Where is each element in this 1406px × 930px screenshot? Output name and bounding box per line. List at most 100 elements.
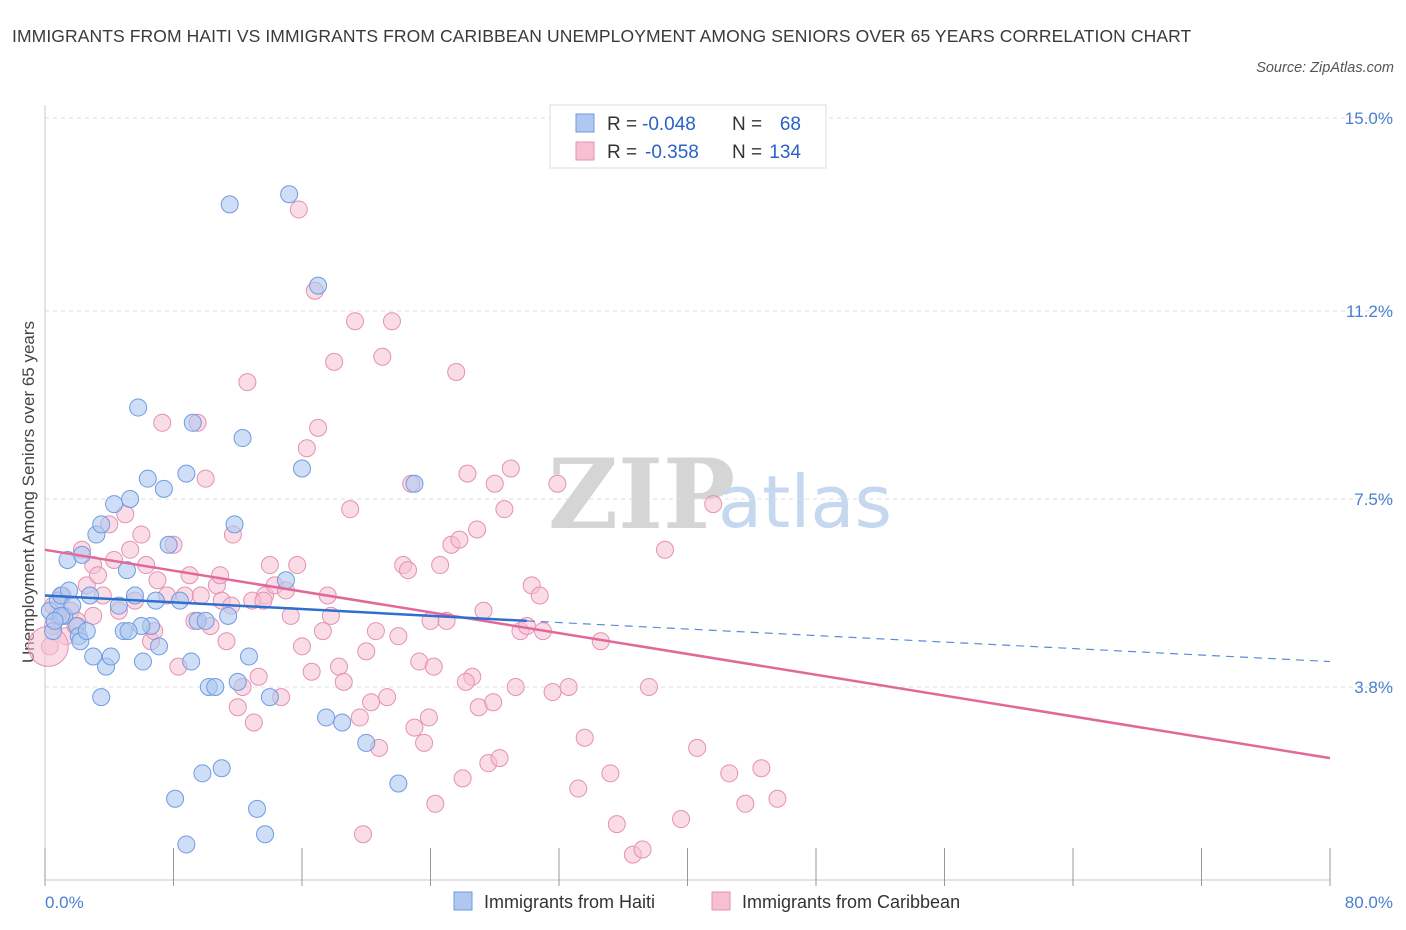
caribbean-point — [484, 693, 503, 712]
chart-title: IMMIGRANTS FROM HAITI VS IMMIGRANTS FROM… — [12, 26, 1192, 46]
source-credit: Source: ZipAtlas.com — [1256, 60, 1394, 76]
haiti-point — [225, 515, 244, 534]
caribbean-point — [228, 698, 247, 717]
haiti-point — [333, 713, 352, 732]
bottom-legend-caribbean: Immigrants from Caribbean — [742, 892, 960, 912]
bottom-legend-swatch-haiti — [453, 891, 473, 911]
trend-lines — [44, 548, 1331, 760]
bottom-legend-haiti: Immigrants from Haiti — [484, 892, 655, 912]
legend-haiti-n-value: 68 — [780, 114, 801, 135]
caribbean-point — [458, 464, 477, 483]
watermark-zip: ZIP — [548, 438, 735, 551]
caribbean-point — [350, 708, 369, 727]
caribbean-point — [293, 637, 311, 656]
haiti-point — [212, 759, 231, 778]
haiti-point — [170, 591, 189, 610]
y-tick-label: 11.2% — [1346, 302, 1393, 321]
haiti-point — [239, 647, 258, 666]
caribbean-point — [405, 718, 424, 737]
caribbean-point — [485, 474, 504, 493]
caribbean-point — [752, 759, 771, 778]
haiti-point — [138, 469, 157, 488]
caribbean-point — [366, 622, 385, 641]
caribbean-point — [447, 363, 466, 381]
haiti-trend-line-extension — [526, 620, 1331, 663]
caribbean-point — [357, 642, 376, 661]
caribbean-point — [456, 672, 475, 691]
caribbean-point — [688, 738, 707, 757]
caribbean-point — [89, 566, 108, 585]
haiti-point — [77, 622, 96, 641]
haiti-point — [389, 774, 408, 793]
caribbean-point — [196, 469, 215, 488]
caribbean-point — [736, 794, 755, 813]
caribbean-point — [453, 769, 472, 788]
legend-carib-n-label: N = — [732, 142, 762, 163]
caribbean-point — [704, 495, 723, 514]
caribbean-point — [399, 561, 418, 580]
y-tick-label: 7.5% — [1354, 490, 1393, 509]
haiti-point — [45, 611, 64, 630]
y-axis-label: Unemployment Among Seniors over 65 years — [19, 321, 38, 663]
haiti-point — [280, 185, 299, 204]
haiti-point — [133, 652, 152, 671]
caribbean-point — [720, 764, 739, 783]
haiti-point — [357, 733, 376, 752]
stats-legend: R = -0.048 N = 68 R = -0.358 N = 134 — [549, 104, 827, 169]
caribbean-point — [672, 810, 691, 829]
caribbean-point — [378, 688, 397, 707]
caribbean-point — [325, 352, 344, 371]
caribbean-point — [506, 677, 525, 696]
caribbean-point — [601, 764, 620, 783]
legend-haiti-n-label: N = — [732, 114, 762, 135]
legend-swatch-haiti — [575, 113, 595, 133]
caribbean-point — [382, 312, 401, 331]
legend-carib-r-value: -0.358 — [645, 142, 699, 163]
haiti-point — [166, 789, 185, 808]
haiti-point — [119, 622, 138, 641]
haiti-point — [80, 586, 99, 605]
y-tick-label: 15.0% — [1345, 109, 1393, 128]
haiti-point — [219, 606, 238, 625]
caribbean-point — [249, 667, 268, 686]
caribbean-point — [450, 530, 469, 549]
caribbean-point — [468, 520, 487, 539]
legend-carib-r-label: R = — [607, 142, 637, 163]
caribbean-point — [288, 556, 307, 575]
caribbean-point — [148, 571, 167, 590]
caribbean-point — [362, 693, 381, 712]
haiti-point — [317, 708, 336, 727]
haiti-point — [92, 515, 111, 534]
haiti-point — [309, 276, 328, 295]
caribbean-point — [354, 825, 373, 844]
caribbean-point — [84, 606, 103, 625]
caribbean-point — [431, 556, 450, 575]
caribbean-point — [211, 566, 230, 585]
y-tick-label: 3.8% — [1354, 678, 1393, 697]
haiti-point — [260, 688, 279, 707]
haiti-point — [256, 825, 275, 844]
caribbean-point — [543, 683, 562, 702]
caribbean-point — [313, 622, 332, 641]
caribbean-point — [153, 413, 172, 432]
caribbean-point — [260, 556, 279, 575]
watermark-atlas: atlas — [718, 460, 892, 544]
series-legend: Immigrants from Haiti Immigrants from Ca… — [453, 891, 960, 912]
caribbean-point — [373, 347, 392, 366]
haiti-point — [183, 413, 202, 432]
caribbean-point — [490, 749, 509, 768]
caribbean-point — [474, 601, 493, 620]
caribbean-point — [419, 708, 438, 727]
caribbean-point — [656, 540, 675, 559]
caribbean-point — [424, 657, 443, 676]
haiti-point — [233, 429, 252, 448]
caribbean-point — [607, 815, 626, 834]
haiti-point — [159, 535, 178, 554]
haiti-point — [177, 835, 196, 854]
caribbean-point — [217, 632, 236, 651]
caribbean-point — [530, 586, 549, 605]
haiti-point — [150, 637, 169, 656]
caribbean-point — [121, 540, 140, 559]
caribbean-point — [633, 840, 652, 859]
